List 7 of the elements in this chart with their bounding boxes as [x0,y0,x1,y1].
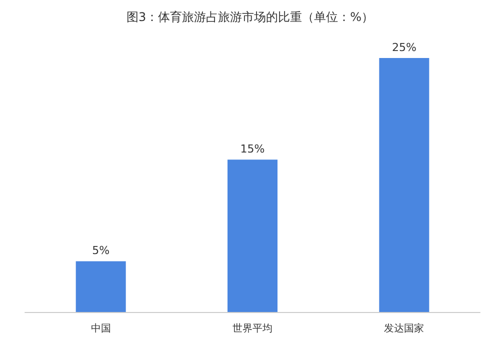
x-tick-label: 世界平均 [232,322,272,334]
chart-title: 图3：体育旅游占旅游市场的比重（单位：%） [126,10,374,24]
x-tick-label: 发达国家 [384,322,424,334]
data-label: 25% [392,41,416,54]
data-label: 5% [92,244,110,258]
data-label: 15% [240,142,265,156]
x-tick-label: 中国 [90,322,111,334]
